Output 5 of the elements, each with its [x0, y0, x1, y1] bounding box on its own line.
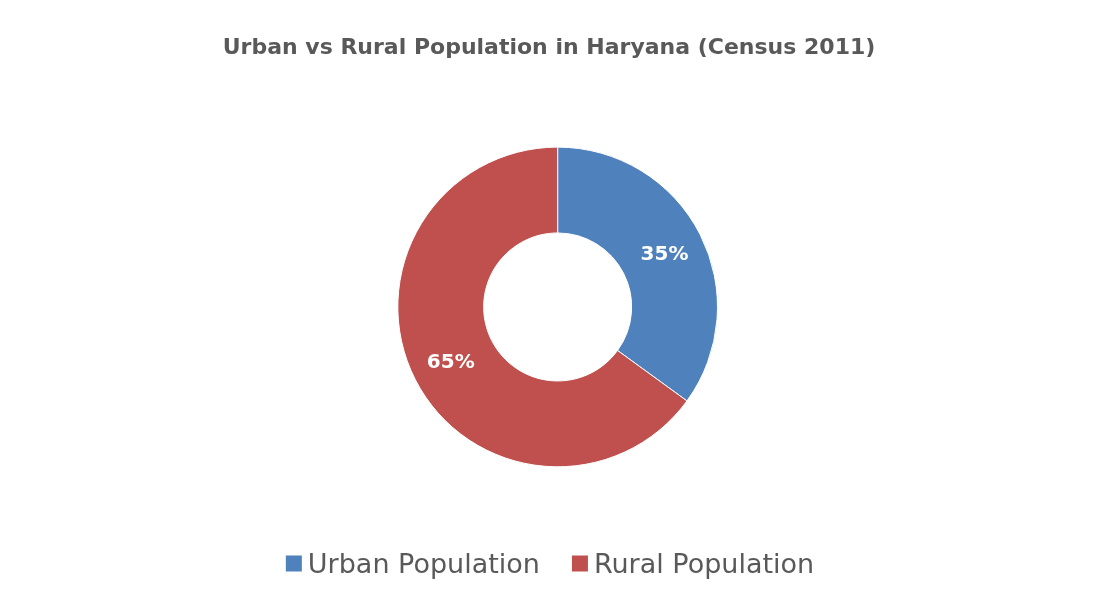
data-label: 65%: [426, 349, 475, 374]
data-label: 35%: [640, 240, 689, 265]
legend-label: Rural Population: [593, 548, 815, 579]
legend-label: Urban Population: [307, 548, 540, 579]
chart-title: Urban vs Rural Population in Haryana (Census 2011): [222, 33, 876, 59]
